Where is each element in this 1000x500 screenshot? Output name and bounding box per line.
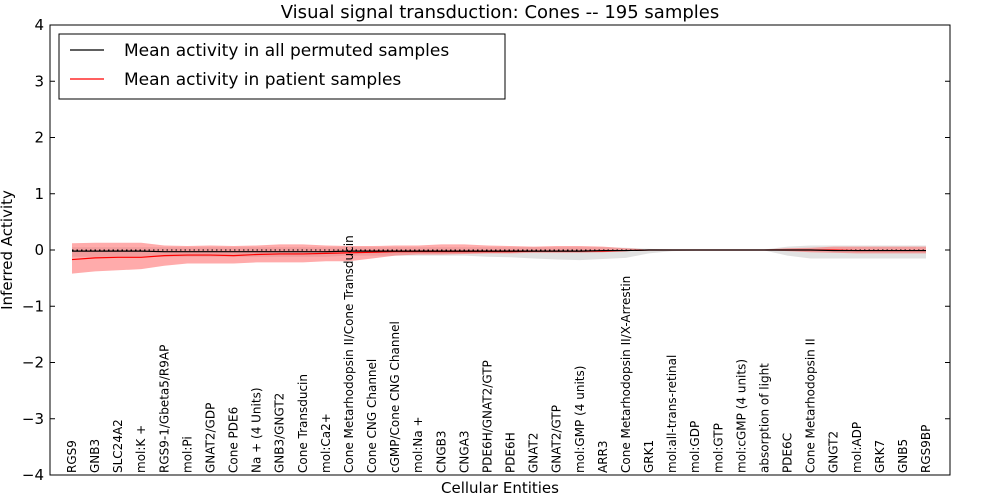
x-axis-label: Cellular Entities xyxy=(441,479,559,497)
x-tick-labels: RGS9 GNB3 SLC24A2 mol:K + RGS9-1/Gbeta5/R9AP… xyxy=(65,235,933,473)
x-tick-label: absorption of light xyxy=(757,363,771,473)
x-tick-label: Cone PDE6 xyxy=(227,407,241,473)
x-tick-label: RGS9 xyxy=(65,440,79,473)
x-tick-label: GNAT2 xyxy=(527,432,541,473)
series-line-permuted xyxy=(72,249,926,253)
x-tick-label: mol:Ca2+ xyxy=(319,413,333,473)
x-tick-label: cGMP/Cone CNG Channel xyxy=(388,321,402,473)
y-tick-label: 4 xyxy=(34,16,44,34)
x-tick-label: mol:GTP xyxy=(711,423,725,473)
x-tick-label: GNAT2/GDP xyxy=(203,403,217,473)
y-tick-label: 3 xyxy=(34,72,44,90)
x-tick-label: Cone Metarhodopsin II xyxy=(804,338,818,473)
legend-entry: Mean activity in all permuted samples xyxy=(124,41,449,61)
x-tick-label: GNB5 xyxy=(896,439,910,473)
x-tick-label: PDE6C xyxy=(781,433,795,473)
y-tick-label: −1 xyxy=(22,297,44,315)
chart-title: Visual signal transduction: Cones -- 195… xyxy=(281,2,719,23)
x-tick-label: SLC24A2 xyxy=(111,419,125,473)
x-tick-label: RGS9BP xyxy=(919,425,933,473)
y-tick-label: −2 xyxy=(22,354,44,372)
x-tick-label: PDE6H/GNAT2/GTP xyxy=(480,360,494,473)
x-tick-label: GRK7 xyxy=(873,440,887,473)
series-lines xyxy=(71,249,926,261)
x-tick-label: mol:Na + xyxy=(411,416,425,473)
x-tick-label: mol:all-trans-retinal xyxy=(665,355,679,473)
x-tick-label: Na + (4 Units) xyxy=(250,387,264,473)
legend: Mean activity in all permuted samples Mea… xyxy=(58,33,506,100)
x-tick-label: ARR3 xyxy=(596,440,610,473)
x-tick-label: Cone CNG Channel xyxy=(365,359,379,473)
x-tick-label: GNGT2 xyxy=(827,431,841,473)
x-tick-label: mol:cGMP (4 units) xyxy=(734,359,748,473)
confidence-bands xyxy=(72,242,926,274)
x-tick-label: GNB3 xyxy=(88,439,102,473)
x-tick-label: Cone Transducin xyxy=(296,374,310,473)
legend-entry: Mean activity in patient samples xyxy=(124,70,401,90)
x-tick-label: RGS9-1/Gbeta5/R9AP xyxy=(157,345,171,473)
x-tick-label: GNB3/GNGT2 xyxy=(273,393,287,473)
y-tick-label: 2 xyxy=(34,129,44,147)
x-tick-label: mol:GDP xyxy=(688,421,702,473)
x-tick-label: mol:Pi xyxy=(180,436,194,473)
y-tick-label: −4 xyxy=(22,466,44,484)
x-tick-label: GNAT2/GTP xyxy=(550,405,564,473)
x-tick-label: CNGA3 xyxy=(457,431,471,474)
x-tick-label: PDE6H xyxy=(504,432,518,473)
x-tick-label: CNGB3 xyxy=(434,430,448,473)
axes: −4 −3 −2 −1 0 1 2 3 4 xyxy=(22,16,951,484)
y-tick-label: 0 xyxy=(34,241,44,259)
x-tick-label: mol:K + xyxy=(134,425,148,473)
x-tick-label: mol:ADP xyxy=(850,422,864,473)
legend-box xyxy=(58,33,506,100)
band-patient xyxy=(72,242,926,274)
x-tick-label: Cone Metarhodopsin II/X-Arrestin xyxy=(619,276,633,473)
y-axis-label: Inferred Activity xyxy=(0,190,16,310)
y-tick-label: 1 xyxy=(34,185,44,203)
x-tick-label: mol:GMP (4 units) xyxy=(573,366,587,473)
x-tick-label: Cone Metarhodopsin II/Cone Transducin xyxy=(342,235,356,473)
y-tick-label: −3 xyxy=(22,410,44,428)
x-tick-label: GRK1 xyxy=(642,440,656,473)
